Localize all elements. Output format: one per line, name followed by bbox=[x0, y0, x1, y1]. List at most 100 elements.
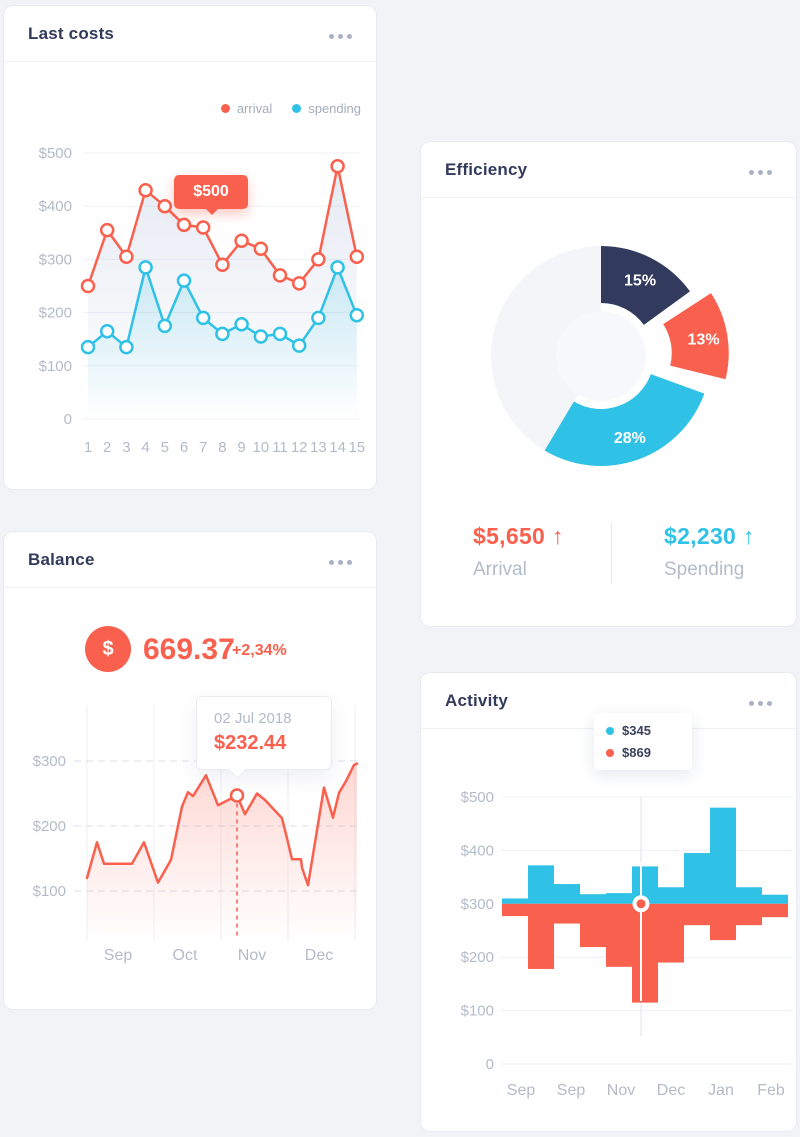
legend-row-cyan: $345 bbox=[606, 723, 680, 738]
efficiency-donut-chart: 15% 13% 28% bbox=[491, 246, 729, 466]
activity-legend-tooltip: $345 $869 bbox=[594, 713, 692, 770]
svg-text:5: 5 bbox=[161, 439, 169, 456]
svg-text:$100: $100 bbox=[461, 1003, 494, 1020]
ellipsis-dot-icon bbox=[329, 560, 334, 565]
dollar-badge-icon: $ bbox=[85, 626, 131, 672]
balance-title: Balance bbox=[28, 550, 95, 569]
svg-text:10: 10 bbox=[252, 439, 269, 456]
balance-chart-tooltip: 02 Jul 2018 $232.44 bbox=[196, 696, 332, 779]
last-costs-header: Last costs bbox=[4, 6, 376, 62]
last-costs-title: Last costs bbox=[28, 24, 115, 43]
ellipsis-dot-icon bbox=[767, 170, 772, 175]
ellipsis-dot-icon bbox=[758, 701, 763, 706]
activity-title: Activity bbox=[445, 691, 509, 710]
efficiency-card: Efficiency 15% 13% 28% $5,650 ↑ Arrival $2… bbox=[420, 141, 797, 627]
svg-text:4: 4 bbox=[141, 439, 149, 456]
more-options-button[interactable] bbox=[745, 166, 776, 179]
svg-text:$400: $400 bbox=[461, 842, 494, 859]
svg-text:Feb: Feb bbox=[757, 1082, 785, 1099]
arrival-stat-value: $5,650 ↑ bbox=[473, 523, 564, 550]
svg-text:Sep: Sep bbox=[557, 1082, 586, 1099]
svg-text:15%: 15% bbox=[624, 272, 656, 289]
svg-text:Dec: Dec bbox=[305, 947, 333, 964]
legend-value: $869 bbox=[622, 745, 651, 760]
svg-text:Nov: Nov bbox=[607, 1082, 635, 1099]
last-costs-legend: arrival spending bbox=[220, 101, 361, 116]
legend-label-arrival: arrival bbox=[236, 101, 273, 116]
tooltip-date: 02 Jul 2018 bbox=[214, 710, 292, 727]
spending-stat-label: Spending bbox=[664, 559, 745, 580]
svg-text:Jan: Jan bbox=[708, 1082, 734, 1099]
spending-dot-icon bbox=[292, 104, 302, 113]
svg-text:$200: $200 bbox=[33, 818, 66, 835]
efficiency-header: Efficiency bbox=[421, 142, 796, 198]
svg-text:7: 7 bbox=[199, 439, 207, 456]
svg-text:13%: 13% bbox=[688, 332, 720, 349]
svg-text:9: 9 bbox=[237, 439, 245, 456]
svg-text:$500: $500 bbox=[39, 145, 72, 162]
stat-amount: $5,650 bbox=[473, 523, 546, 549]
dollar-symbol: $ bbox=[102, 637, 114, 660]
spending-series bbox=[80, 260, 365, 355]
legend-item-spending: spending bbox=[292, 101, 361, 116]
more-options-button[interactable] bbox=[325, 30, 356, 43]
legend-label-spending: spending bbox=[308, 101, 361, 116]
svg-text:13: 13 bbox=[310, 439, 327, 456]
balance-value: 669.37 bbox=[143, 633, 235, 666]
svg-text:$100: $100 bbox=[39, 358, 72, 375]
last-costs-card: Last costs arrival spending $500 $400 $300… bbox=[3, 5, 377, 490]
remainder-segment bbox=[491, 246, 601, 451]
svg-text:$100: $100 bbox=[33, 883, 66, 900]
svg-text:28%: 28% bbox=[614, 430, 646, 447]
balance-card: Balance $ 669.37 +2,34% $300 $200 $100 Sep O… bbox=[3, 531, 377, 1010]
svg-text:8: 8 bbox=[218, 439, 226, 456]
arrival-stat: $5,650 ↑ Arrival bbox=[473, 523, 564, 581]
legend-value: $345 bbox=[622, 723, 651, 738]
efficiency-title: Efficiency bbox=[445, 160, 528, 179]
arrival-series bbox=[80, 159, 365, 294]
svg-text:0: 0 bbox=[486, 1056, 494, 1073]
more-options-button[interactable] bbox=[745, 697, 776, 710]
arrival-dot-icon bbox=[220, 104, 230, 113]
donut-segment bbox=[601, 246, 690, 325]
more-options-button[interactable] bbox=[325, 556, 356, 569]
ellipsis-dot-icon bbox=[338, 34, 343, 39]
donut-center bbox=[556, 311, 646, 401]
stats-divider bbox=[611, 522, 612, 584]
svg-text:1: 1 bbox=[84, 439, 92, 456]
activity-card: Activity $345 $869 $500 $400 $300 $200 $100 0… bbox=[420, 672, 797, 1132]
svg-text:14: 14 bbox=[329, 439, 346, 456]
svg-text:$400: $400 bbox=[39, 198, 72, 215]
svg-text:Nov: Nov bbox=[238, 947, 266, 964]
up-arrow-icon: ↑ bbox=[742, 523, 755, 549]
tooltip-value: $232.44 bbox=[214, 732, 287, 754]
ellipsis-dot-icon bbox=[329, 34, 334, 39]
ellipsis-dot-icon bbox=[749, 701, 754, 706]
stat-amount: $2,230 bbox=[664, 523, 737, 549]
svg-text:$300: $300 bbox=[33, 753, 66, 770]
svg-text:Sep: Sep bbox=[507, 1082, 536, 1099]
spending-stat: $2,230 ↑ Spending bbox=[664, 523, 755, 581]
svg-text:0: 0 bbox=[64, 411, 72, 428]
ellipsis-dot-icon bbox=[347, 560, 352, 565]
ellipsis-dot-icon bbox=[338, 560, 343, 565]
svg-text:$200: $200 bbox=[39, 305, 72, 322]
legend-item-arrival: arrival bbox=[220, 101, 273, 116]
ellipsis-dot-icon bbox=[767, 701, 772, 706]
svg-text:$300: $300 bbox=[461, 896, 494, 913]
svg-text:15: 15 bbox=[348, 439, 365, 456]
ellipsis-dot-icon bbox=[758, 170, 763, 175]
spending-area bbox=[88, 267, 357, 419]
donut-segment bbox=[663, 293, 729, 380]
svg-text:$300: $300 bbox=[39, 251, 72, 268]
svg-text:Dec: Dec bbox=[657, 1082, 685, 1099]
svg-text:Sep: Sep bbox=[104, 947, 133, 964]
activity-bar-chart: $500 $400 $300 $200 $100 0 Sep Sep Nov Dec Jan Feb bbox=[461, 789, 793, 1099]
svg-text:6: 6 bbox=[180, 439, 188, 456]
svg-text:$500: $500 bbox=[461, 789, 494, 806]
selected-point-marker bbox=[229, 788, 245, 803]
last-costs-chart-tooltip: $500 bbox=[174, 175, 248, 215]
red-dot-icon bbox=[606, 748, 614, 757]
